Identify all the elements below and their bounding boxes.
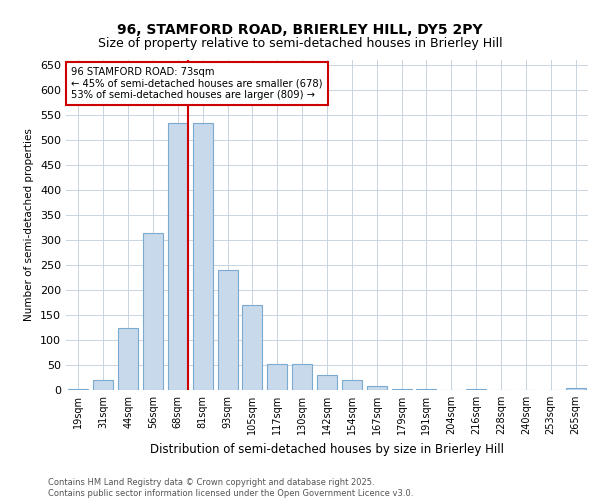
Bar [566,388,586,390]
Bar [392,389,412,390]
Bar [367,386,386,390]
Text: Size of property relative to semi-detached houses in Brierley Hill: Size of property relative to semi-detach… [98,38,502,51]
Bar [143,232,163,390]
Text: Contains HM Land Registry data © Crown copyright and database right 2025.
Contai: Contains HM Land Registry data © Crown c… [48,478,413,498]
Bar [118,328,138,390]
X-axis label: Distribution of semi-detached houses by size in Brierley Hill: Distribution of semi-detached houses by … [150,442,504,456]
Y-axis label: Number of semi-detached properties: Number of semi-detached properties [25,128,34,322]
Bar [193,122,212,390]
Bar [317,375,337,390]
Bar [94,380,113,390]
Text: 96 STAMFORD ROAD: 73sqm
← 45% of semi-detached houses are smaller (678)
53% of s: 96 STAMFORD ROAD: 73sqm ← 45% of semi-de… [71,66,323,100]
Bar [168,122,188,390]
Bar [342,380,362,390]
Bar [416,389,436,390]
Bar [292,364,312,390]
Bar [242,305,262,390]
Bar [466,389,486,390]
Bar [68,389,88,390]
Bar [268,364,287,390]
Bar [218,270,238,390]
Text: 96, STAMFORD ROAD, BRIERLEY HILL, DY5 2PY: 96, STAMFORD ROAD, BRIERLEY HILL, DY5 2P… [117,22,483,36]
